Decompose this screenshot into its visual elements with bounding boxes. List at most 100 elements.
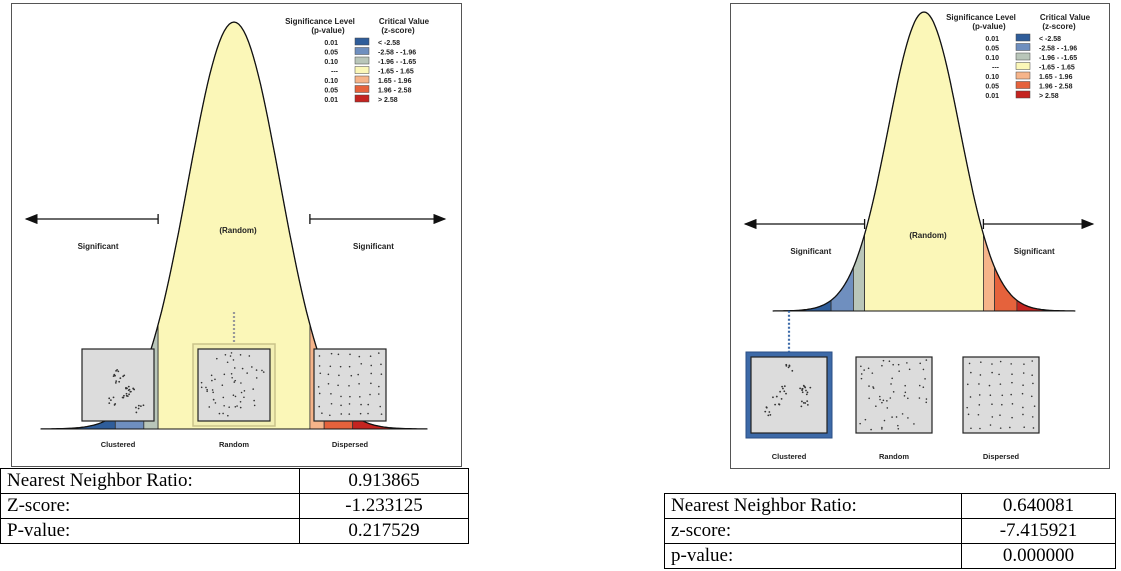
pattern-caption: Dispersed: [983, 452, 1020, 461]
stats-table: Nearest Neighbor Ratio: 0.640081 z-score:…: [664, 493, 1116, 569]
point-pattern-box: [81, 348, 155, 422]
normal-distribution-figure: Significant Significant (Random) Significan…: [11, 3, 462, 467]
legend-swatch: [1015, 43, 1031, 51]
stat-label: Nearest Neighbor Ratio:: [664, 493, 962, 519]
legend-header: Significance Level: [285, 17, 355, 26]
pattern-dots: [108, 368, 145, 414]
legend-z-range: < -2.58: [1039, 36, 1061, 43]
pattern-caption: Random: [879, 452, 909, 461]
legend-z-range: 1.65 - 1.96: [378, 78, 412, 85]
legend-header: (p-value): [972, 22, 1006, 31]
significant-left-label: Significant: [790, 247, 831, 256]
random-label: (Random): [909, 231, 947, 240]
legend-header: (p-value): [311, 26, 345, 35]
legend-swatch: [1015, 81, 1031, 89]
legend-p-value: 0.01: [985, 93, 999, 100]
stat-value: 0.217529: [299, 518, 469, 544]
point-pattern-box: [197, 348, 271, 422]
legend-p-value: ---: [992, 65, 1000, 72]
significant-left-label: Significant: [78, 242, 119, 251]
legend-z-range: -2.58 - -1.96: [378, 50, 416, 57]
significant-right-label: Significant: [353, 242, 394, 251]
table-row: P-value: 0.217529: [0, 518, 469, 544]
legend-z-range: 1.96 - 2.58: [1039, 84, 1073, 91]
stat-value: -7.415921: [961, 518, 1116, 544]
legend-header: (z-score): [1042, 22, 1076, 31]
stats-table: Nearest Neighbor Ratio: 0.913865 Z-score:…: [0, 468, 469, 544]
legend-z-range: > 2.58: [378, 97, 398, 104]
curve-band: [983, 234, 996, 312]
bell-curve-outline: [772, 11, 1076, 312]
legend-p-value: 0.01: [324, 40, 338, 47]
significant-right-label: Significant: [1014, 247, 1055, 256]
legend-swatch: [354, 75, 370, 84]
legend-p-value: 0.01: [324, 97, 338, 104]
legend-swatch: [354, 66, 370, 74]
legend-swatch: [1015, 71, 1031, 80]
legend-z-range: < -2.58: [378, 40, 400, 47]
random-label: (Random): [219, 226, 257, 235]
stat-value: 0.000000: [961, 543, 1116, 569]
table-row: Z-score: -1.233125: [0, 493, 469, 519]
legend-p-value: 0.10: [985, 74, 999, 81]
stat-label: z-score:: [664, 518, 962, 544]
legend-z-range: -1.96 - -1.65: [1039, 55, 1077, 62]
table-row: p-value: 0.000000: [664, 543, 1116, 569]
table-row: z-score: -7.415921: [664, 518, 1116, 544]
table-row: Nearest Neighbor Ratio: 0.913865: [0, 468, 469, 494]
legend-swatch: [354, 56, 370, 65]
legend-z-range: -1.96 - -1.65: [378, 59, 416, 66]
curve-band: [864, 11, 984, 312]
pattern-caption: Clustered: [101, 440, 136, 449]
stat-value: -1.233125: [299, 493, 469, 519]
legend-z-range: -1.65 - 1.65: [1039, 65, 1075, 72]
legend-p-value: ---: [331, 69, 339, 76]
pattern-caption: Clustered: [772, 452, 807, 461]
legend-header: Significance Level: [946, 13, 1016, 22]
legend-swatch: [354, 94, 370, 103]
legend-swatch: [1015, 62, 1031, 70]
legend-p-value: 0.10: [324, 78, 338, 85]
pattern-caption: Random: [219, 440, 249, 449]
point-pattern-box: [313, 348, 387, 422]
stat-value: 0.913865: [299, 468, 469, 494]
legend-p-value: 0.01: [985, 36, 999, 43]
table-row: Nearest Neighbor Ratio: 0.640081: [664, 493, 1116, 519]
legend-p-value: 0.10: [324, 59, 338, 66]
legend-z-range: 1.65 - 1.96: [1039, 74, 1073, 81]
normal-distribution-figure: Significant Significant (Random) Significan…: [730, 3, 1110, 469]
legend-swatch: [1015, 33, 1031, 42]
pattern-dots: [317, 352, 383, 417]
legend-p-value: 0.10: [985, 55, 999, 62]
stat-label: Nearest Neighbor Ratio:: [0, 468, 300, 494]
pattern-dots: [966, 360, 1036, 430]
point-pattern-box: [962, 356, 1040, 434]
stat-label: p-value:: [664, 543, 962, 569]
point-pattern-box: [750, 356, 828, 434]
legend-z-range: 1.96 - 2.58: [378, 88, 412, 95]
legend-header: (z-score): [381, 26, 415, 35]
point-pattern-box: [855, 356, 933, 434]
pattern-caption: Dispersed: [332, 440, 369, 449]
stat-label: P-value:: [0, 518, 300, 544]
stat-label: Z-score:: [0, 493, 300, 519]
legend-swatch: [354, 85, 370, 93]
legend-swatch: [1015, 90, 1031, 99]
curve-band: [852, 234, 865, 312]
legend-p-value: 0.05: [324, 88, 338, 95]
legend-p-value: 0.05: [985, 84, 999, 91]
pattern-dots: [859, 359, 928, 431]
stat-value: 0.640081: [961, 493, 1116, 519]
legend-swatch: [354, 37, 370, 46]
legend-z-range: -2.58 - -1.96: [1039, 46, 1077, 53]
legend-swatch: [1015, 52, 1031, 61]
legend-z-range: > 2.58: [1039, 93, 1059, 100]
legend-swatch: [354, 47, 370, 55]
legend-p-value: 0.05: [985, 46, 999, 53]
pattern-dots: [764, 363, 812, 417]
legend-p-value: 0.05: [324, 50, 338, 57]
legend-header: Critical Value: [1040, 13, 1091, 22]
bell-curve-svg: Significant Significant (Random) Significan…: [24, 17, 447, 449]
bell-curve-svg: Significant Significant (Random) Significan…: [743, 11, 1095, 461]
legend-z-range: -1.65 - 1.65: [378, 69, 414, 76]
